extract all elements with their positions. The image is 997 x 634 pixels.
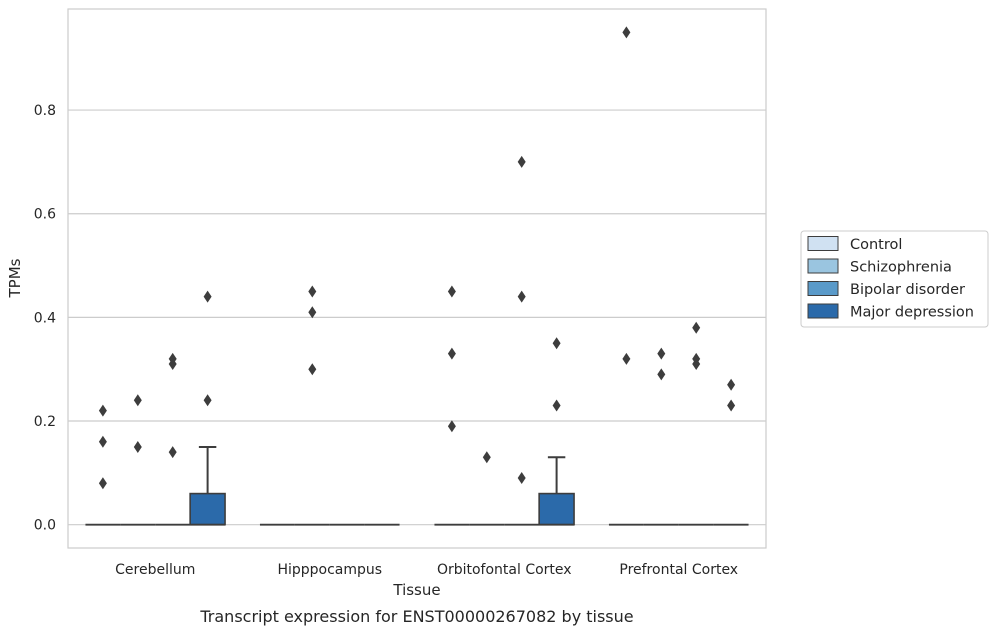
box-3-3 <box>713 378 749 526</box>
outlier-point <box>622 26 631 39</box>
outlier-point <box>552 337 561 350</box>
legend-swatch-2 <box>807 281 839 296</box>
legend-label-0: Control <box>850 237 902 253</box>
box-2-2 <box>504 155 540 526</box>
outlier-point <box>622 352 631 365</box>
box-2-0 <box>434 285 470 526</box>
legend-label-3: Major depression <box>850 305 974 321</box>
x-tick-label-3: Prefrontal Cortex <box>619 562 738 578</box>
outlier-point <box>552 399 561 412</box>
outlier-point <box>133 394 142 407</box>
outlier-point <box>203 290 212 303</box>
legend-swatch-1 <box>807 258 839 274</box>
outlier-point <box>692 321 701 334</box>
outlier-point <box>98 477 107 490</box>
outlier-point <box>98 435 107 448</box>
box-0-2 <box>155 352 191 526</box>
outlier-point <box>447 420 456 433</box>
outlier-point <box>727 378 736 391</box>
outlier-point <box>308 363 317 376</box>
x-tick-label-0: Cerebellum <box>115 562 195 578</box>
x-tick-label-2: Orbitofontal Cortex <box>437 562 572 578</box>
y-axis-label: TPMs <box>6 258 24 298</box>
x-axis-label: Tissue <box>392 581 440 599</box>
outlier-point <box>447 285 456 298</box>
box-0-3 <box>189 290 226 526</box>
outlier-point <box>447 347 456 360</box>
outlier-point <box>133 440 142 453</box>
outlier-point <box>168 446 177 459</box>
y-tick-label-4: 0.8 <box>34 103 56 119</box>
box-1-1 <box>294 285 330 526</box>
outlier-point <box>657 368 666 381</box>
outlier-point <box>692 352 701 365</box>
outlier-point <box>203 394 212 407</box>
outlier-point <box>517 155 526 168</box>
outlier-point <box>727 399 736 412</box>
outlier-point <box>482 451 491 464</box>
y-tick-label-3: 0.6 <box>34 207 56 223</box>
box-2-1 <box>469 451 505 526</box>
x-tick-labels: Cerebellum Hipppocampus Orbitofontal Corte… <box>115 562 738 578</box>
outlier-point <box>657 347 666 360</box>
legend-label-1: Schizophrenia <box>850 260 952 276</box>
box-3-2 <box>678 321 714 526</box>
legend: Control Schizophrenia Bipolar disorder Majo… <box>800 230 989 328</box>
legend-frame <box>800 230 989 328</box>
outlier-point <box>308 285 317 298</box>
y-tick-label-0: 0.0 <box>34 518 56 534</box>
x-tick-label-1: Hipppocampus <box>277 562 382 578</box>
box-3-1 <box>643 347 679 526</box>
box-body <box>189 492 226 526</box>
box-0-1 <box>120 394 156 526</box>
box-3-0 <box>608 26 644 526</box>
box-2-3 <box>538 337 575 526</box>
box-0-0 <box>85 404 121 526</box>
outlier-point <box>98 404 107 417</box>
box-body <box>538 492 575 526</box>
chart-caption: Transcript expression for ENST0000026708… <box>199 607 633 626</box>
outlier-point <box>168 352 177 365</box>
y-tick-label-2: 0.4 <box>34 310 56 326</box>
legend-swatch-0 <box>807 236 839 251</box>
box-groups <box>85 26 749 526</box>
outlier-point <box>517 290 526 303</box>
legend-swatch-3 <box>807 303 839 319</box>
plot-area <box>67 8 767 549</box>
outlier-point <box>517 472 526 485</box>
y-tick-label-1: 0.2 <box>34 414 56 430</box>
y-tick-labels: 0.0 0.2 0.4 0.6 0.8 <box>34 103 56 534</box>
legend-label-2: Bipolar disorder <box>850 282 965 298</box>
outlier-point <box>308 306 317 319</box>
